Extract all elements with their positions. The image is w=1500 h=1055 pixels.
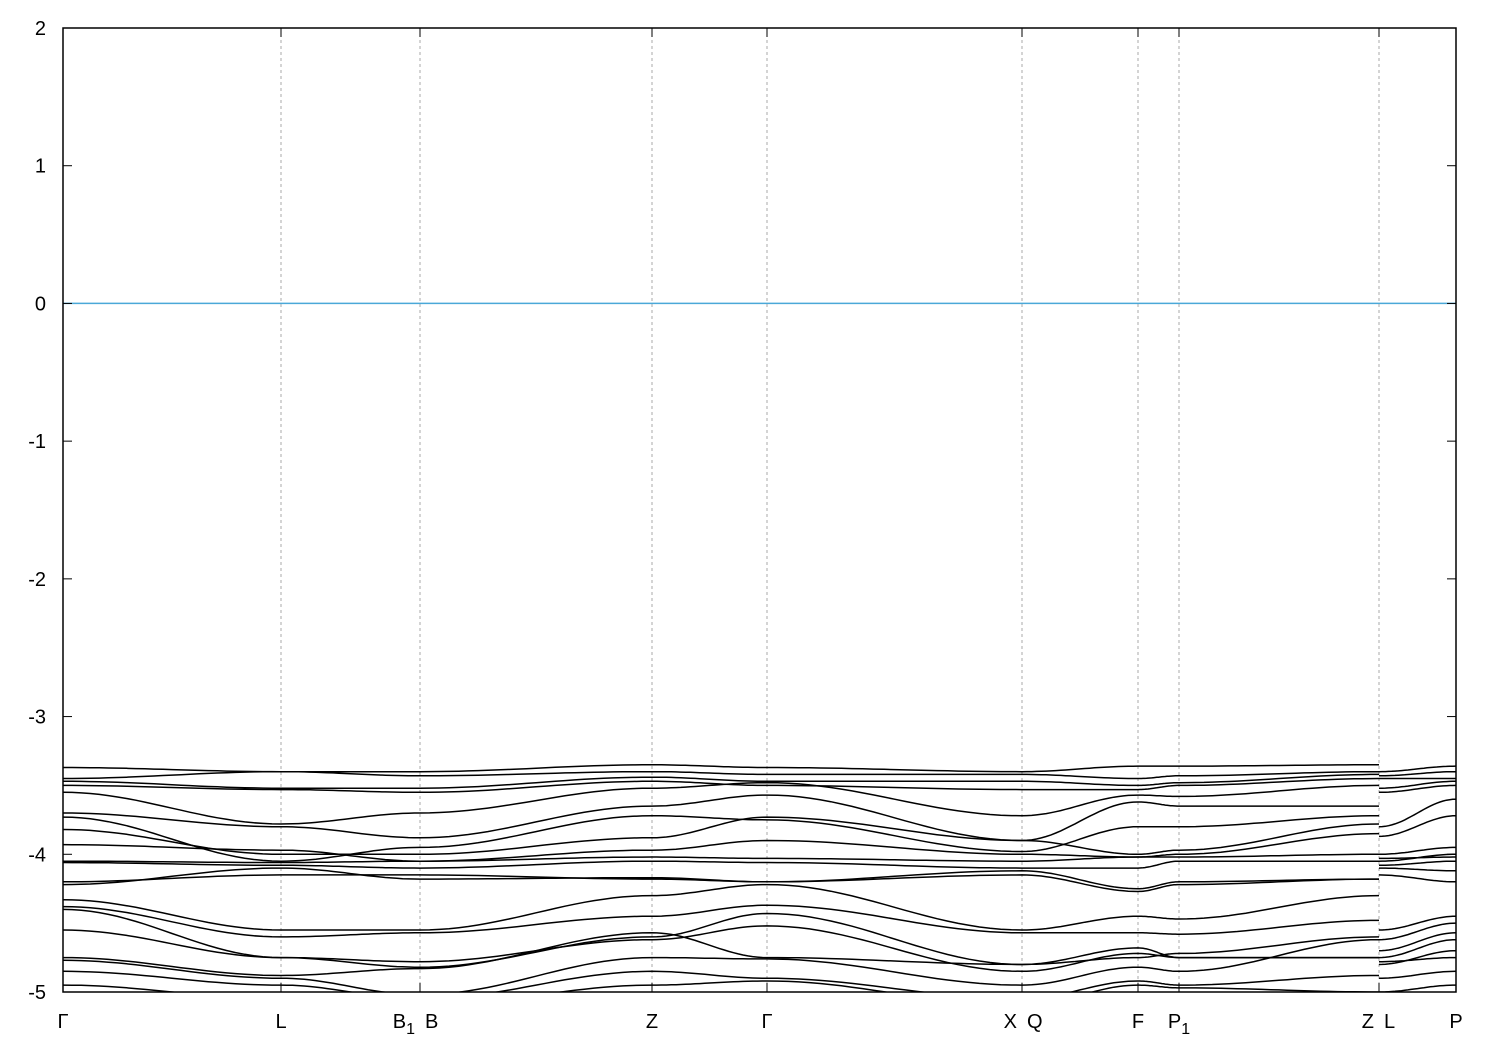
kpoint-label-main: Z — [1362, 1011, 1374, 1033]
kpoint-label: F — [1132, 1011, 1144, 1033]
kpoint-label-main: Z — [646, 1011, 658, 1033]
kpoint-label-main: Γ — [57, 1011, 68, 1033]
plot-frame — [62, 27, 1457, 993]
kpoint-label: P — [1449, 1011, 1462, 1033]
band-line — [63, 867, 1456, 890]
band-line — [63, 883, 1456, 931]
kpoint-label: Γ — [57, 1011, 68, 1033]
band-line — [63, 867, 1456, 893]
band-line — [63, 970, 1456, 992]
band-line — [63, 938, 1456, 992]
kpoint-label-main: B — [393, 1011, 406, 1033]
kpoint-label-main: B — [425, 1011, 438, 1033]
y-tick-label: -4 — [28, 844, 46, 866]
band-line — [63, 764, 1456, 773]
kpoint-label-main: L — [1384, 1011, 1395, 1033]
x-axis: Γ L B1 B Z Γ X Q F P1 Z L P — [57, 28, 1463, 1038]
band-line — [63, 814, 1456, 862]
y-axis: -5 -4 -3 -2 -1 0 1 2 — [28, 18, 1456, 1004]
y-tick-label: -1 — [28, 431, 46, 453]
kpoint-label: Z — [646, 1011, 658, 1033]
y-tick-label: 2 — [35, 18, 46, 40]
kpoint-label-main: P — [1168, 1011, 1181, 1033]
band-line — [63, 781, 1456, 825]
band-line — [63, 794, 1456, 842]
kpoint-label-main: Γ — [761, 1011, 772, 1033]
kpoint-label: B — [425, 1011, 438, 1033]
y-tick-label: 1 — [35, 156, 46, 178]
y-tick-label: -5 — [28, 982, 46, 1004]
kpoint-label: Γ — [761, 1011, 772, 1033]
y-tick-label: -3 — [28, 707, 46, 729]
kpoint-label-main: P — [1449, 1011, 1462, 1033]
kpoint-label: L — [1384, 1011, 1395, 1033]
y-tick-label: 0 — [35, 293, 46, 315]
band-line — [63, 904, 1456, 941]
kpoint-label-subscript: 1 — [406, 1021, 415, 1038]
kpoint-label: Q — [1027, 1011, 1043, 1033]
kpoint-label: X — [1004, 1011, 1017, 1033]
kpoint-label: P1 — [1168, 1011, 1190, 1038]
kpoint-gridlines — [280, 28, 1380, 992]
kpoint-label: Z — [1362, 1011, 1374, 1033]
band-line — [63, 816, 1456, 856]
kpoint-label: B1 — [393, 1011, 415, 1038]
band-line — [63, 860, 1456, 869]
kpoint-label-main: Q — [1027, 1011, 1043, 1033]
band-line — [63, 773, 1456, 789]
band-line — [63, 925, 1456, 973]
kpoint-label-main: F — [1132, 1011, 1144, 1033]
kpoint-label-main: X — [1004, 1011, 1017, 1033]
bands — [63, 764, 1456, 992]
kpoint-label: L — [275, 1011, 286, 1033]
kpoint-label-subscript: 1 — [1181, 1021, 1190, 1038]
band-line — [63, 770, 1456, 780]
kpoint-label-main: L — [275, 1011, 286, 1033]
band-line — [63, 777, 1456, 794]
y-tick-label: -2 — [28, 569, 46, 591]
band-line — [63, 853, 1456, 864]
band-line — [63, 932, 1456, 977]
